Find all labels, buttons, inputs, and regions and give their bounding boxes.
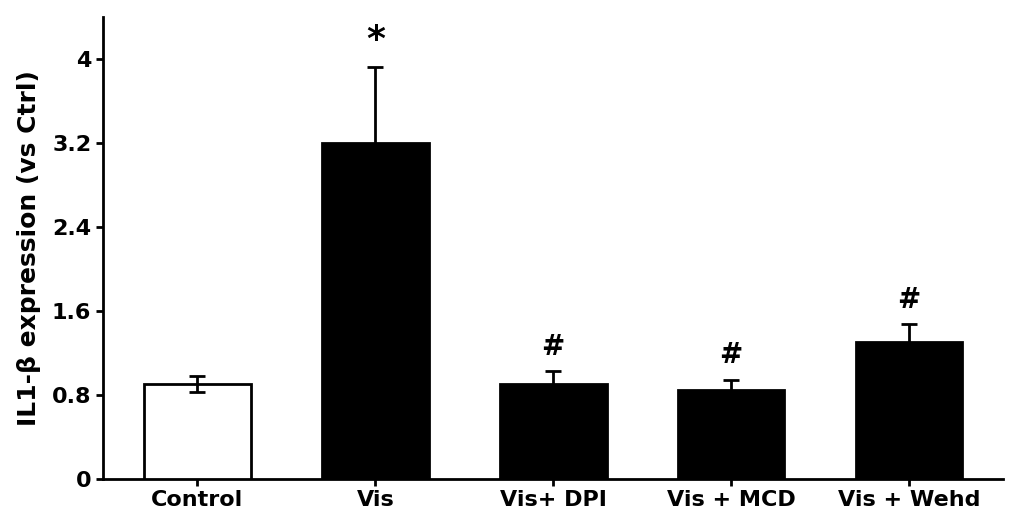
Y-axis label: IL1-β expression (vs Ctrl): IL1-β expression (vs Ctrl) — [16, 70, 41, 425]
Bar — [322, 143, 428, 479]
Text: #: # — [541, 333, 565, 361]
Text: #: # — [718, 341, 742, 369]
Bar — [144, 384, 251, 479]
Text: *: * — [366, 23, 384, 56]
Text: #: # — [897, 286, 920, 314]
Bar — [499, 384, 606, 479]
Bar — [677, 391, 784, 479]
Bar — [855, 342, 962, 479]
